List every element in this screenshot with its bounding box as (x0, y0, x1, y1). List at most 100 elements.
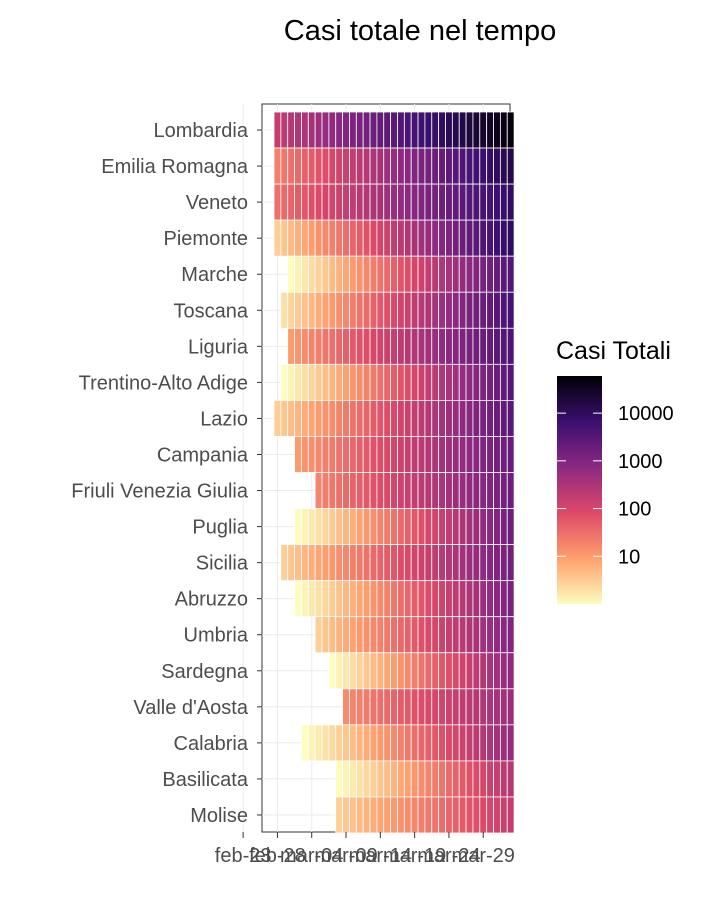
heatmap-tile (307, 363, 316, 401)
heatmap-tile (328, 580, 337, 618)
heatmap-tile (493, 399, 501, 437)
heatmap-tile (349, 291, 357, 329)
heatmap-tile (417, 724, 426, 762)
heatmap-tile (369, 183, 378, 221)
heatmap-tile (465, 508, 474, 545)
x-tick-label: feb-23 (215, 845, 272, 867)
heatmap-tile (376, 544, 385, 582)
heatmap-tile (451, 796, 460, 834)
heatmap-tile (403, 472, 412, 509)
heatmap-tile (403, 508, 412, 545)
heatmap-tile (499, 796, 508, 834)
heatmap-tile (417, 111, 426, 149)
heatmap-tile (499, 291, 508, 329)
heatmap-tile (328, 255, 337, 293)
heatmap-tile (458, 399, 467, 437)
heatmap-tile (376, 652, 385, 690)
heatmap-tile (403, 291, 412, 329)
y-tick-label: Lombardia (153, 120, 248, 142)
heatmap-tile (335, 652, 343, 690)
heatmap-tile (424, 544, 433, 582)
y-tick-label: Basilicata (162, 769, 248, 791)
heatmap-tile (451, 544, 460, 582)
color-legend: Casi Totali 10 100 1000 10000 (556, 337, 674, 604)
y-tick-label: Abruzzo (175, 589, 248, 611)
heatmap-tile (499, 363, 508, 401)
heatmap-tile (397, 688, 405, 726)
heatmap-tile (486, 616, 494, 654)
heatmap-tile (280, 147, 289, 185)
heatmap-tile (424, 255, 433, 293)
heatmap-tile (499, 399, 508, 437)
y-tick-label: Campania (157, 444, 249, 466)
heatmap-tile (273, 183, 282, 221)
heatmap-tile (362, 760, 371, 798)
heatmap-tile (390, 652, 398, 690)
heatmap-tile (397, 544, 405, 582)
heatmap-tile (321, 399, 330, 437)
heatmap-tile (499, 111, 508, 149)
heatmap-tile (369, 652, 378, 690)
heatmap-tile (342, 327, 350, 365)
heatmap-tile (342, 436, 350, 473)
heatmap-tile (458, 508, 467, 545)
heatmap-tile (486, 796, 494, 834)
heatmap-tile (451, 652, 460, 690)
heatmap-tile (369, 147, 378, 185)
heatmap-tile (451, 255, 460, 293)
heatmap-tile (355, 796, 364, 834)
heatmap-tile (424, 363, 433, 401)
heatmap-tile (342, 219, 350, 257)
heatmap-tile (458, 436, 467, 473)
heatmap-tile (431, 291, 440, 329)
heatmap-tile (287, 363, 295, 401)
heatmap-tile (486, 472, 494, 509)
heatmap-tile (486, 724, 494, 762)
heatmap-tile (506, 544, 515, 582)
heatmap-tile (273, 111, 282, 149)
heatmap-tile (465, 724, 474, 762)
heatmap-tile (362, 580, 371, 618)
heatmap-tile (424, 616, 433, 654)
heatmap-tile (465, 363, 474, 401)
heatmap-tile (493, 111, 501, 149)
heatmap-tile (307, 436, 316, 473)
heatmap-tile (294, 291, 302, 329)
y-tick-label: Puglia (192, 517, 248, 539)
heatmap-tile (438, 652, 446, 690)
heatmap-tile (458, 327, 467, 365)
heatmap-tile (410, 760, 419, 798)
heatmap-tile (458, 688, 467, 726)
heatmap-tile (493, 616, 501, 654)
heatmap-tile (383, 724, 392, 762)
heatmap-tile (458, 580, 467, 618)
heatmap-tile (321, 508, 330, 545)
heatmap-tile (301, 436, 309, 473)
heatmap-tile (445, 760, 453, 798)
heatmap-tile (493, 580, 501, 618)
heatmap-tile (458, 544, 467, 582)
heatmap-tile (273, 147, 282, 185)
heatmap-tile (438, 724, 446, 762)
heatmap-tile (451, 724, 460, 762)
x-tick-label: feb-28 (249, 845, 306, 867)
heatmap-tile (438, 363, 446, 401)
heatmap-tile (493, 652, 501, 690)
y-tick-label: Trentino-Alto Adige (79, 372, 248, 394)
heatmap-tile (431, 219, 440, 257)
heatmap-tile (328, 508, 337, 545)
heatmap-tile (294, 111, 302, 149)
heatmap-tile (417, 436, 426, 473)
heatmap-tile (321, 183, 330, 221)
heatmap-tile (493, 796, 501, 834)
x-tick-label: mar-24 (417, 845, 480, 867)
heatmap-tile (328, 327, 337, 365)
heatmap-tile (314, 111, 323, 149)
heatmap-tile (397, 724, 405, 762)
heatmap-tile (355, 183, 364, 221)
heatmap-tile (301, 255, 309, 293)
heatmap-tile (383, 399, 392, 437)
heatmap-tile (506, 508, 515, 545)
heatmap-tile (431, 472, 440, 509)
heatmap-tile (417, 399, 426, 437)
